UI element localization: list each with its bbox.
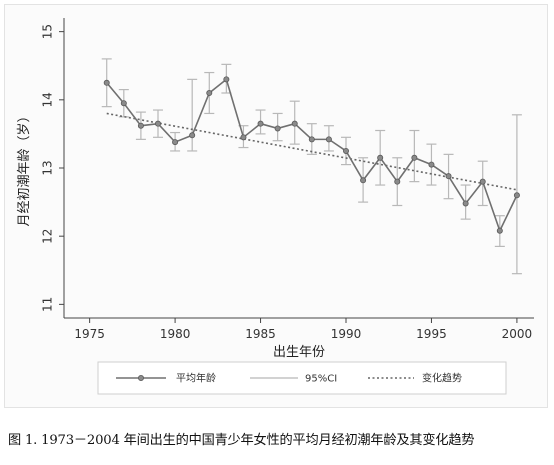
ci-layer xyxy=(101,58,522,275)
mean-age-point xyxy=(257,120,264,127)
legend-marker-mean xyxy=(137,374,144,381)
x-axis-label: 出生年份 xyxy=(273,345,325,360)
mean-age-point xyxy=(154,120,161,127)
mean-age-point xyxy=(496,227,503,234)
figure-frame xyxy=(4,4,548,408)
x-tick-label: 1995 xyxy=(416,327,447,341)
mean-age-point xyxy=(103,79,110,86)
y-tick-label: 11 xyxy=(41,297,55,312)
legend-label-mean: 平均年龄 xyxy=(176,372,216,385)
x-tick-label: 1980 xyxy=(160,327,191,341)
mean-age-point xyxy=(479,178,486,185)
ci-bar xyxy=(187,78,198,152)
mean-age-point xyxy=(428,161,435,168)
x-tick-label: 2000 xyxy=(502,327,533,341)
mean-age-point xyxy=(291,120,298,127)
mean-age-point xyxy=(462,200,469,207)
mean-age-line xyxy=(106,77,518,233)
legend-label-ci: 95%CI xyxy=(305,374,337,385)
mean-age-point xyxy=(137,122,144,129)
mean-layer xyxy=(103,76,520,234)
mean-age-point xyxy=(206,90,213,97)
mean-age-point xyxy=(189,132,196,139)
mean-age-point xyxy=(342,147,349,154)
y-axis-label: 月经初潮年龄（岁） xyxy=(17,109,32,226)
legend-label-trend: 变化趋势 xyxy=(422,372,462,385)
chart: 11 12 13 14 15 1975 1980 1985 1990 1995 2000 出生年份 月经… xyxy=(17,18,534,395)
figure-caption: 图 1. 1973－2004 年间出生的中国青少年女性的平均月经初潮年龄及其变化… xyxy=(8,433,475,448)
mean-age-point xyxy=(394,178,401,185)
x-tick-label: 1985 xyxy=(245,327,276,341)
y-tick-label: 13 xyxy=(41,160,55,175)
mean-age-point xyxy=(411,154,418,161)
y-tick-label: 12 xyxy=(41,229,55,244)
legend-layer: 平均年龄 95%CI 变化趋势 xyxy=(97,361,507,395)
x-tick-label: 1990 xyxy=(331,327,362,341)
mean-age-point xyxy=(513,192,520,199)
mean-age-point xyxy=(223,76,230,83)
mean-age-point xyxy=(308,136,315,143)
mean-age-point xyxy=(325,136,332,143)
x-tick-label: 1975 xyxy=(74,327,105,341)
y-tick-label: 15 xyxy=(41,24,55,39)
mean-age-point xyxy=(274,125,281,132)
mean-age-point xyxy=(445,173,452,180)
mean-age-point xyxy=(240,134,247,141)
axes-layer: 11 12 13 14 15 1975 1980 1985 1990 1995 2000 出生年份 月经… xyxy=(17,18,534,360)
mean-age-point xyxy=(172,139,179,146)
y-tick-label: 14 xyxy=(41,92,55,107)
mean-age-point xyxy=(120,100,127,107)
mean-age-point xyxy=(360,177,367,184)
mean-age-point xyxy=(377,154,384,161)
